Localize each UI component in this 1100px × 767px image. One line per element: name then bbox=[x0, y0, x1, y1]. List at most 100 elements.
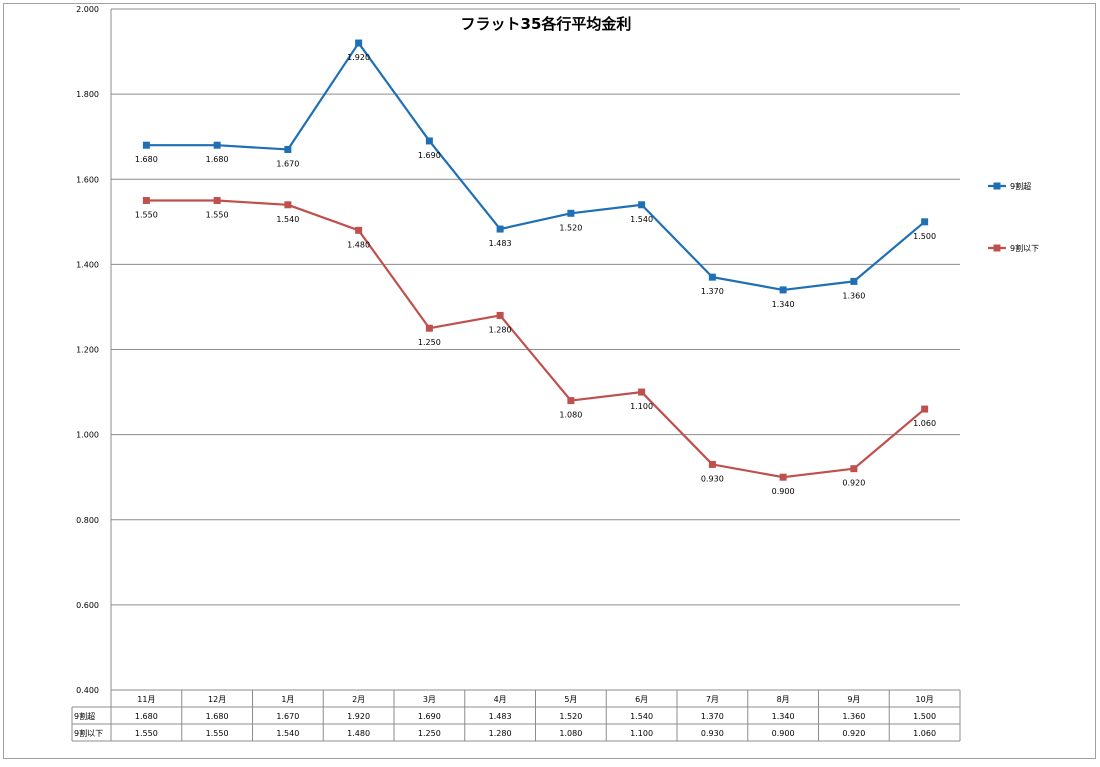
table-cell: 1.250 bbox=[418, 729, 441, 738]
data-point bbox=[708, 460, 716, 468]
data-point bbox=[567, 209, 575, 217]
table-cell: 0.920 bbox=[842, 729, 865, 738]
legend-label: 9割超 bbox=[1010, 181, 1031, 191]
table-cell: 1.680 bbox=[206, 712, 229, 721]
data-label: 1.360 bbox=[842, 291, 865, 300]
data-label: 1.550 bbox=[135, 211, 158, 220]
data-point bbox=[779, 473, 787, 481]
table-cell: 1.520 bbox=[559, 712, 582, 721]
y-tick-label: 0.600 bbox=[76, 601, 99, 610]
data-point bbox=[284, 145, 292, 153]
data-label: 0.920 bbox=[842, 479, 865, 488]
data-label: 1.680 bbox=[206, 155, 229, 164]
table-cell: 1.690 bbox=[418, 712, 441, 721]
legend-marker bbox=[993, 244, 1001, 252]
y-tick-label: 2.000 bbox=[76, 5, 99, 14]
data-label: 1.100 bbox=[630, 402, 653, 411]
data-point bbox=[355, 226, 363, 234]
table-cell: 1.680 bbox=[135, 712, 158, 721]
data-label: 1.060 bbox=[913, 419, 936, 428]
table-cell: 1.550 bbox=[206, 729, 229, 738]
data-label: 1.550 bbox=[206, 211, 229, 220]
y-tick-label: 0.800 bbox=[76, 516, 99, 525]
y-tick-label: 0.400 bbox=[76, 686, 99, 695]
x-category-label: 6月 bbox=[635, 695, 648, 704]
x-category-label: 1月 bbox=[281, 695, 294, 704]
legend-label: 9割以下 bbox=[1010, 243, 1039, 253]
data-label: 1.340 bbox=[772, 300, 795, 309]
table-series-name: 9割以下 bbox=[74, 728, 103, 738]
data-label: 1.280 bbox=[489, 325, 512, 334]
table-cell: 1.550 bbox=[135, 729, 158, 738]
data-label: 1.080 bbox=[559, 411, 582, 420]
data-point bbox=[921, 405, 929, 413]
x-category-label: 10月 bbox=[916, 695, 934, 704]
data-label: 1.500 bbox=[913, 232, 936, 241]
data-point bbox=[850, 277, 858, 285]
table-cell: 1.060 bbox=[913, 729, 936, 738]
data-table: 11月 12月 1月 2月 3月 4月 5月 6月 7月 8月 9月 10月 9割超 1.680 1.680… bbox=[71, 689, 961, 742]
data-point bbox=[779, 286, 787, 294]
data-label: 1.480 bbox=[347, 240, 370, 249]
data-point bbox=[496, 311, 504, 319]
x-category-label: 4月 bbox=[494, 695, 507, 704]
data-label: 0.930 bbox=[701, 474, 724, 483]
data-label: 1.250 bbox=[418, 338, 441, 347]
table-cell: 0.900 bbox=[772, 729, 795, 738]
data-label: 1.690 bbox=[418, 151, 441, 160]
data-point bbox=[355, 39, 363, 47]
table-cell: 1.340 bbox=[772, 712, 795, 721]
data-point bbox=[425, 324, 433, 332]
data-label: 1.670 bbox=[276, 159, 299, 168]
data-label: 1.370 bbox=[701, 287, 724, 296]
data-label: 1.540 bbox=[276, 215, 299, 224]
legend-marker bbox=[993, 182, 1001, 190]
x-category-label: 3月 bbox=[423, 695, 436, 704]
legend: 9割超 9割以下 bbox=[988, 181, 1039, 253]
y-tick-label: 1.400 bbox=[76, 260, 99, 269]
data-point bbox=[142, 197, 150, 205]
data-label: 1.920 bbox=[347, 53, 370, 62]
table-cell: 0.930 bbox=[701, 729, 724, 738]
series-line bbox=[146, 199, 926, 479]
table-cell: 1.280 bbox=[489, 729, 512, 738]
gridlines bbox=[111, 8, 960, 606]
table-series-name: 9割超 bbox=[74, 711, 95, 721]
data-point bbox=[213, 197, 221, 205]
table-cell: 1.540 bbox=[630, 712, 653, 721]
data-point bbox=[496, 225, 504, 233]
data-point bbox=[850, 465, 858, 473]
y-tick-label: 1.000 bbox=[76, 431, 99, 440]
y-axis: 0.400 0.600 0.800 1.000 1.200 1.400 1.600 1.800… bbox=[76, 5, 112, 695]
table-cell: 1.370 bbox=[701, 712, 724, 721]
data-label: 1.540 bbox=[630, 215, 653, 224]
x-category-label: 5月 bbox=[564, 695, 577, 704]
table-cell: 1.920 bbox=[347, 712, 370, 721]
data-point bbox=[142, 141, 150, 149]
table-cell: 1.483 bbox=[489, 712, 512, 721]
table-cell: 1.360 bbox=[842, 712, 865, 721]
data-point bbox=[638, 201, 646, 209]
data-point bbox=[284, 201, 292, 209]
y-tick-label: 1.200 bbox=[76, 346, 99, 355]
table-cell: 1.100 bbox=[630, 729, 653, 738]
x-category-label: 7月 bbox=[706, 695, 719, 704]
chart-title: フラット35各行平均金利 bbox=[461, 15, 632, 33]
x-category-label: 8月 bbox=[777, 695, 790, 704]
table-cell: 1.540 bbox=[276, 729, 299, 738]
data-point bbox=[708, 273, 716, 281]
table-cell: 1.080 bbox=[559, 729, 582, 738]
data-point bbox=[213, 141, 221, 149]
data-point bbox=[638, 388, 646, 396]
y-tick-label: 1.800 bbox=[76, 90, 99, 99]
data-label: 1.680 bbox=[135, 155, 158, 164]
table-cell: 1.670 bbox=[276, 712, 299, 721]
x-category-label: 9月 bbox=[847, 695, 860, 704]
y-tick-label: 1.600 bbox=[76, 175, 99, 184]
x-category-label: 11月 bbox=[137, 695, 155, 704]
x-category-label: 2月 bbox=[352, 695, 365, 704]
data-point bbox=[567, 397, 575, 405]
series-line bbox=[146, 41, 926, 292]
